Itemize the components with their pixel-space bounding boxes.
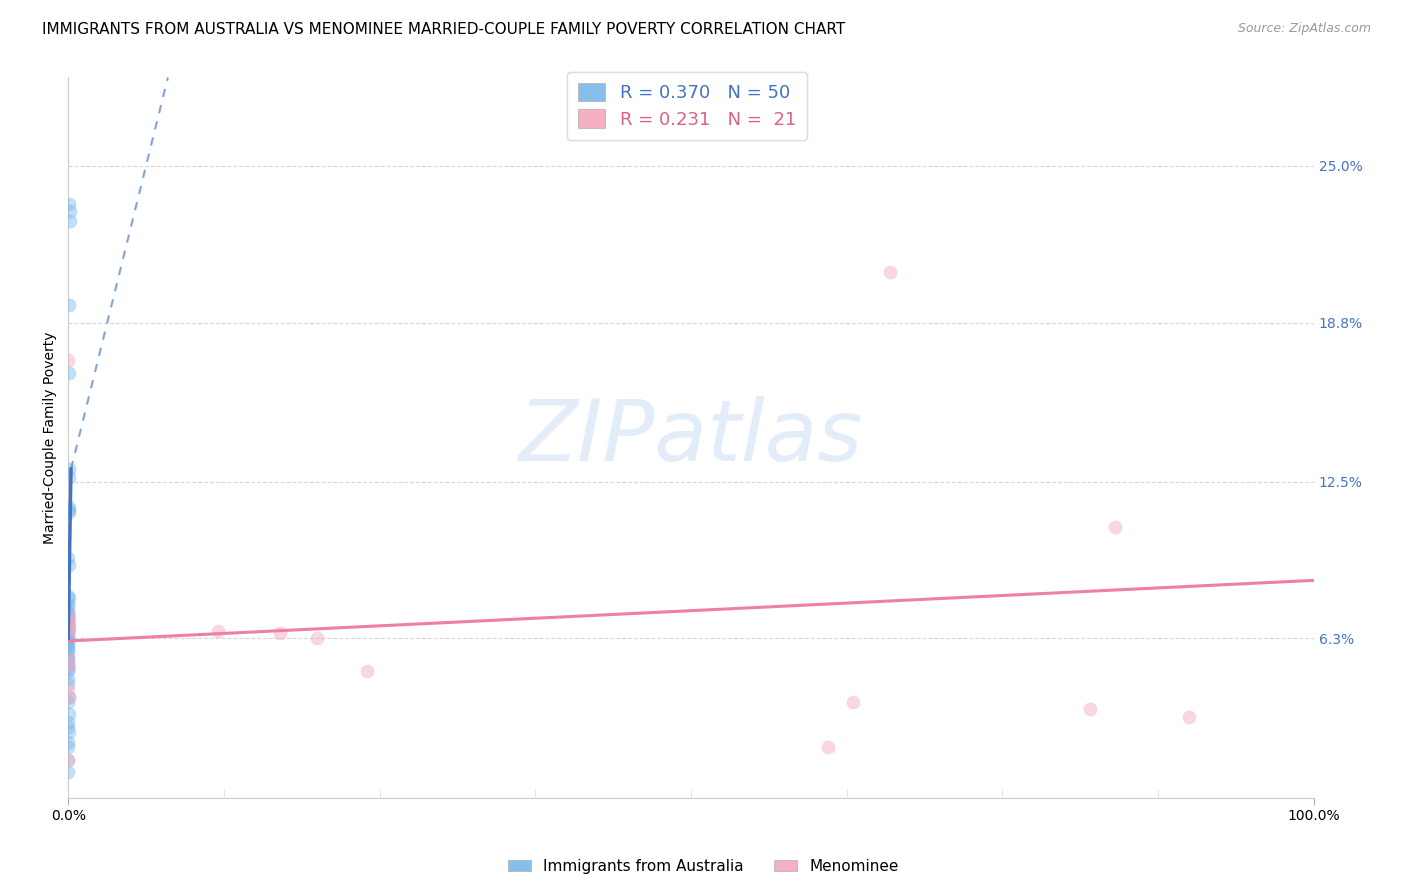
Point (58, 659, 80, 673)
Point (59, 204, 82, 219)
Point (58, 695, 80, 709)
Point (58, 690, 80, 704)
Point (58, 604, 80, 618)
Point (58, 469, 80, 483)
Point (58, 644, 80, 658)
Point (58, 714, 80, 729)
Point (207, 624, 229, 638)
Point (58, 298, 80, 312)
Point (58, 632, 80, 646)
Text: IMMIGRANTS FROM AUSTRALIA VS MENOMINEE MARRIED-COUPLE FAMILY POVERTY CORRELATION: IMMIGRANTS FROM AUSTRALIA VS MENOMINEE M… (42, 22, 845, 37)
Point (58, 634, 80, 648)
Point (58, 619, 80, 633)
Point (58, 681, 80, 696)
Point (58, 611, 80, 625)
Point (58, 753, 80, 767)
Point (58, 753, 80, 767)
Point (58, 707, 80, 722)
Point (879, 265, 901, 279)
Point (58, 621, 80, 635)
Point (58, 651, 80, 665)
Point (58, 616, 80, 631)
Legend: Immigrants from Australia, Menominee: Immigrants from Australia, Menominee (502, 853, 904, 880)
Point (58, 599, 80, 613)
Point (842, 695, 865, 709)
Point (58, 649, 80, 664)
Point (58, 624, 80, 638)
Point (58, 651, 80, 665)
Point (58, 505, 80, 519)
Point (58, 606, 80, 620)
Point (58, 662, 80, 676)
Point (58, 500, 80, 514)
Point (356, 665, 378, 679)
Point (58, 619, 80, 633)
Point (58, 725, 80, 739)
Point (58, 740, 80, 755)
Text: Source: ZipAtlas.com: Source: ZipAtlas.com (1237, 22, 1371, 36)
Point (307, 632, 329, 646)
Point (58, 550, 80, 565)
Point (817, 740, 839, 755)
Point (58, 614, 80, 628)
Point (58, 720, 80, 734)
Point (58, 596, 80, 610)
Point (58, 654, 80, 668)
Point (58, 659, 80, 673)
Legend: R = 0.370   N = 50, R = 0.231   N =  21: R = 0.370 N = 50, R = 0.231 N = 21 (567, 72, 807, 140)
Point (58, 621, 80, 635)
Point (58, 608, 80, 623)
Point (58, 677, 80, 691)
Point (58, 558, 80, 573)
Point (58, 636, 80, 650)
Point (58, 629, 80, 643)
Point (58, 639, 80, 653)
Point (59, 214, 82, 228)
Point (58, 502, 80, 516)
Y-axis label: Married-Couple Family Poverty: Married-Couple Family Poverty (44, 331, 58, 544)
Point (58, 690, 80, 704)
Text: ZIPatlas: ZIPatlas (519, 396, 863, 479)
Point (58, 624, 80, 638)
Point (58, 591, 80, 605)
Point (58, 462, 80, 476)
Point (58, 735, 80, 749)
Point (58, 608, 80, 623)
Point (58, 665, 80, 679)
Point (58, 366, 80, 380)
Point (58, 353, 80, 368)
Point (58, 672, 80, 686)
Point (58, 765, 80, 780)
Point (1178, 710, 1201, 724)
Point (269, 626, 291, 640)
Point (58, 589, 80, 603)
Point (58, 641, 80, 656)
Point (58, 196, 80, 211)
Point (58, 632, 80, 646)
Point (1104, 520, 1126, 534)
Point (1078, 702, 1101, 716)
